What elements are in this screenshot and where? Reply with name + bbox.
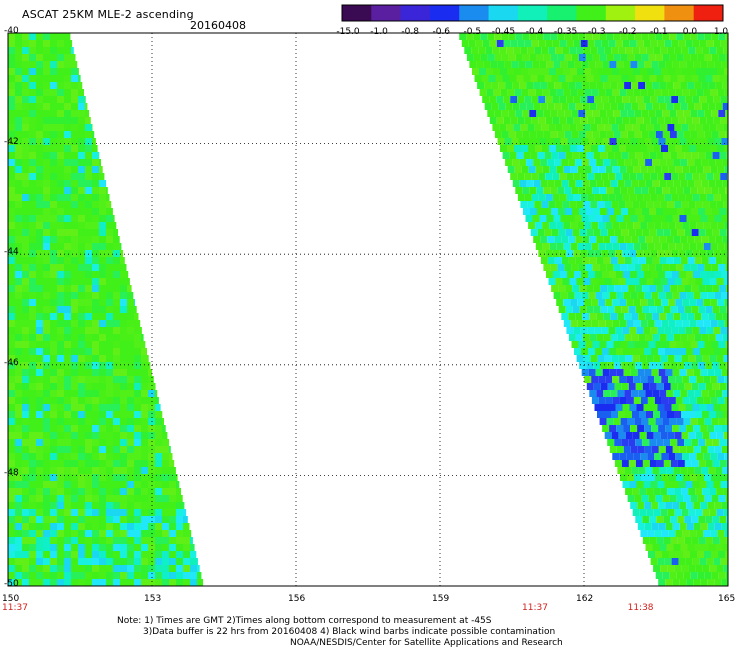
colorbar-tick-label: -0.6 (432, 27, 451, 37)
longitude-label: 165 (718, 594, 736, 604)
colorbar-tick-label: -0.45 (491, 27, 516, 37)
colorbar-frame (341, 4, 724, 22)
colorbar-segment (664, 5, 695, 21)
note-line-3: NOAA/NESDIS/Center for Satellite Applica… (290, 638, 563, 648)
product-title: ASCAT 25KM MLE-2 ascending (22, 8, 194, 21)
colorbar-segment (371, 5, 402, 21)
colorbar-tick-label: 1.0 (713, 27, 729, 37)
product-date: 20160408 (190, 19, 246, 32)
colorbar-segment (488, 5, 519, 21)
colorbar-segment (429, 5, 460, 21)
colorbar (341, 4, 724, 22)
right-swath-data (459, 33, 728, 586)
time-label: 11:37 (522, 603, 548, 613)
map-frame (7, 32, 729, 587)
latitude-label: -48 (4, 468, 19, 479)
longitude-label: 156 (288, 594, 306, 604)
longitude-label: 162 (576, 594, 594, 604)
time-label: 11:37 (2, 603, 28, 613)
colorbar-segment (635, 5, 665, 21)
note-line-1: Note: 1) Times are GMT 2)Times along bot… (117, 616, 492, 626)
time-label: 11:38 (627, 603, 654, 613)
latitude-label: -46 (4, 357, 19, 368)
longitude-label: 159 (432, 594, 450, 604)
latitude-label: -50 (4, 579, 19, 589)
latitude-label: -42 (4, 136, 19, 147)
colorbar-segment (605, 5, 636, 21)
colorbar-tick-label: -1.0 (370, 27, 388, 37)
colorbar-segment (693, 5, 724, 21)
colorbar-tick-label: -0.8 (401, 27, 419, 37)
longitude-label: 150 (2, 594, 20, 604)
colorbar-segment (400, 5, 431, 21)
note-line-2: 3)Data buffer is 22 hrs from 20160408 4)… (143, 627, 556, 637)
left-swath-data (8, 33, 204, 586)
colorbar-segment (459, 5, 490, 21)
colorbar-tick-label: -0.3 (587, 27, 606, 37)
colorbar-tick-label: -0.2 (618, 27, 637, 37)
colorbar-tick-label: -0.4 (525, 27, 544, 37)
colorbar-tick-label: -0.1 (650, 27, 668, 37)
colorbar-tick-label: -0.5 (463, 27, 482, 37)
colorbar-segment (517, 5, 548, 21)
colorbar-tick-label: -15.0 (336, 27, 360, 37)
colorbar-segment (547, 5, 577, 21)
colorbar-segment (576, 5, 607, 21)
latitude-label: -40 (4, 26, 19, 36)
colorbar-segment (342, 5, 372, 21)
colorbar-tick-label: -0.35 (553, 27, 578, 37)
latitude-label: -44 (4, 247, 19, 258)
colorbar-tick-label: 0.0 (682, 27, 698, 37)
longitude-label: 153 (144, 594, 162, 604)
